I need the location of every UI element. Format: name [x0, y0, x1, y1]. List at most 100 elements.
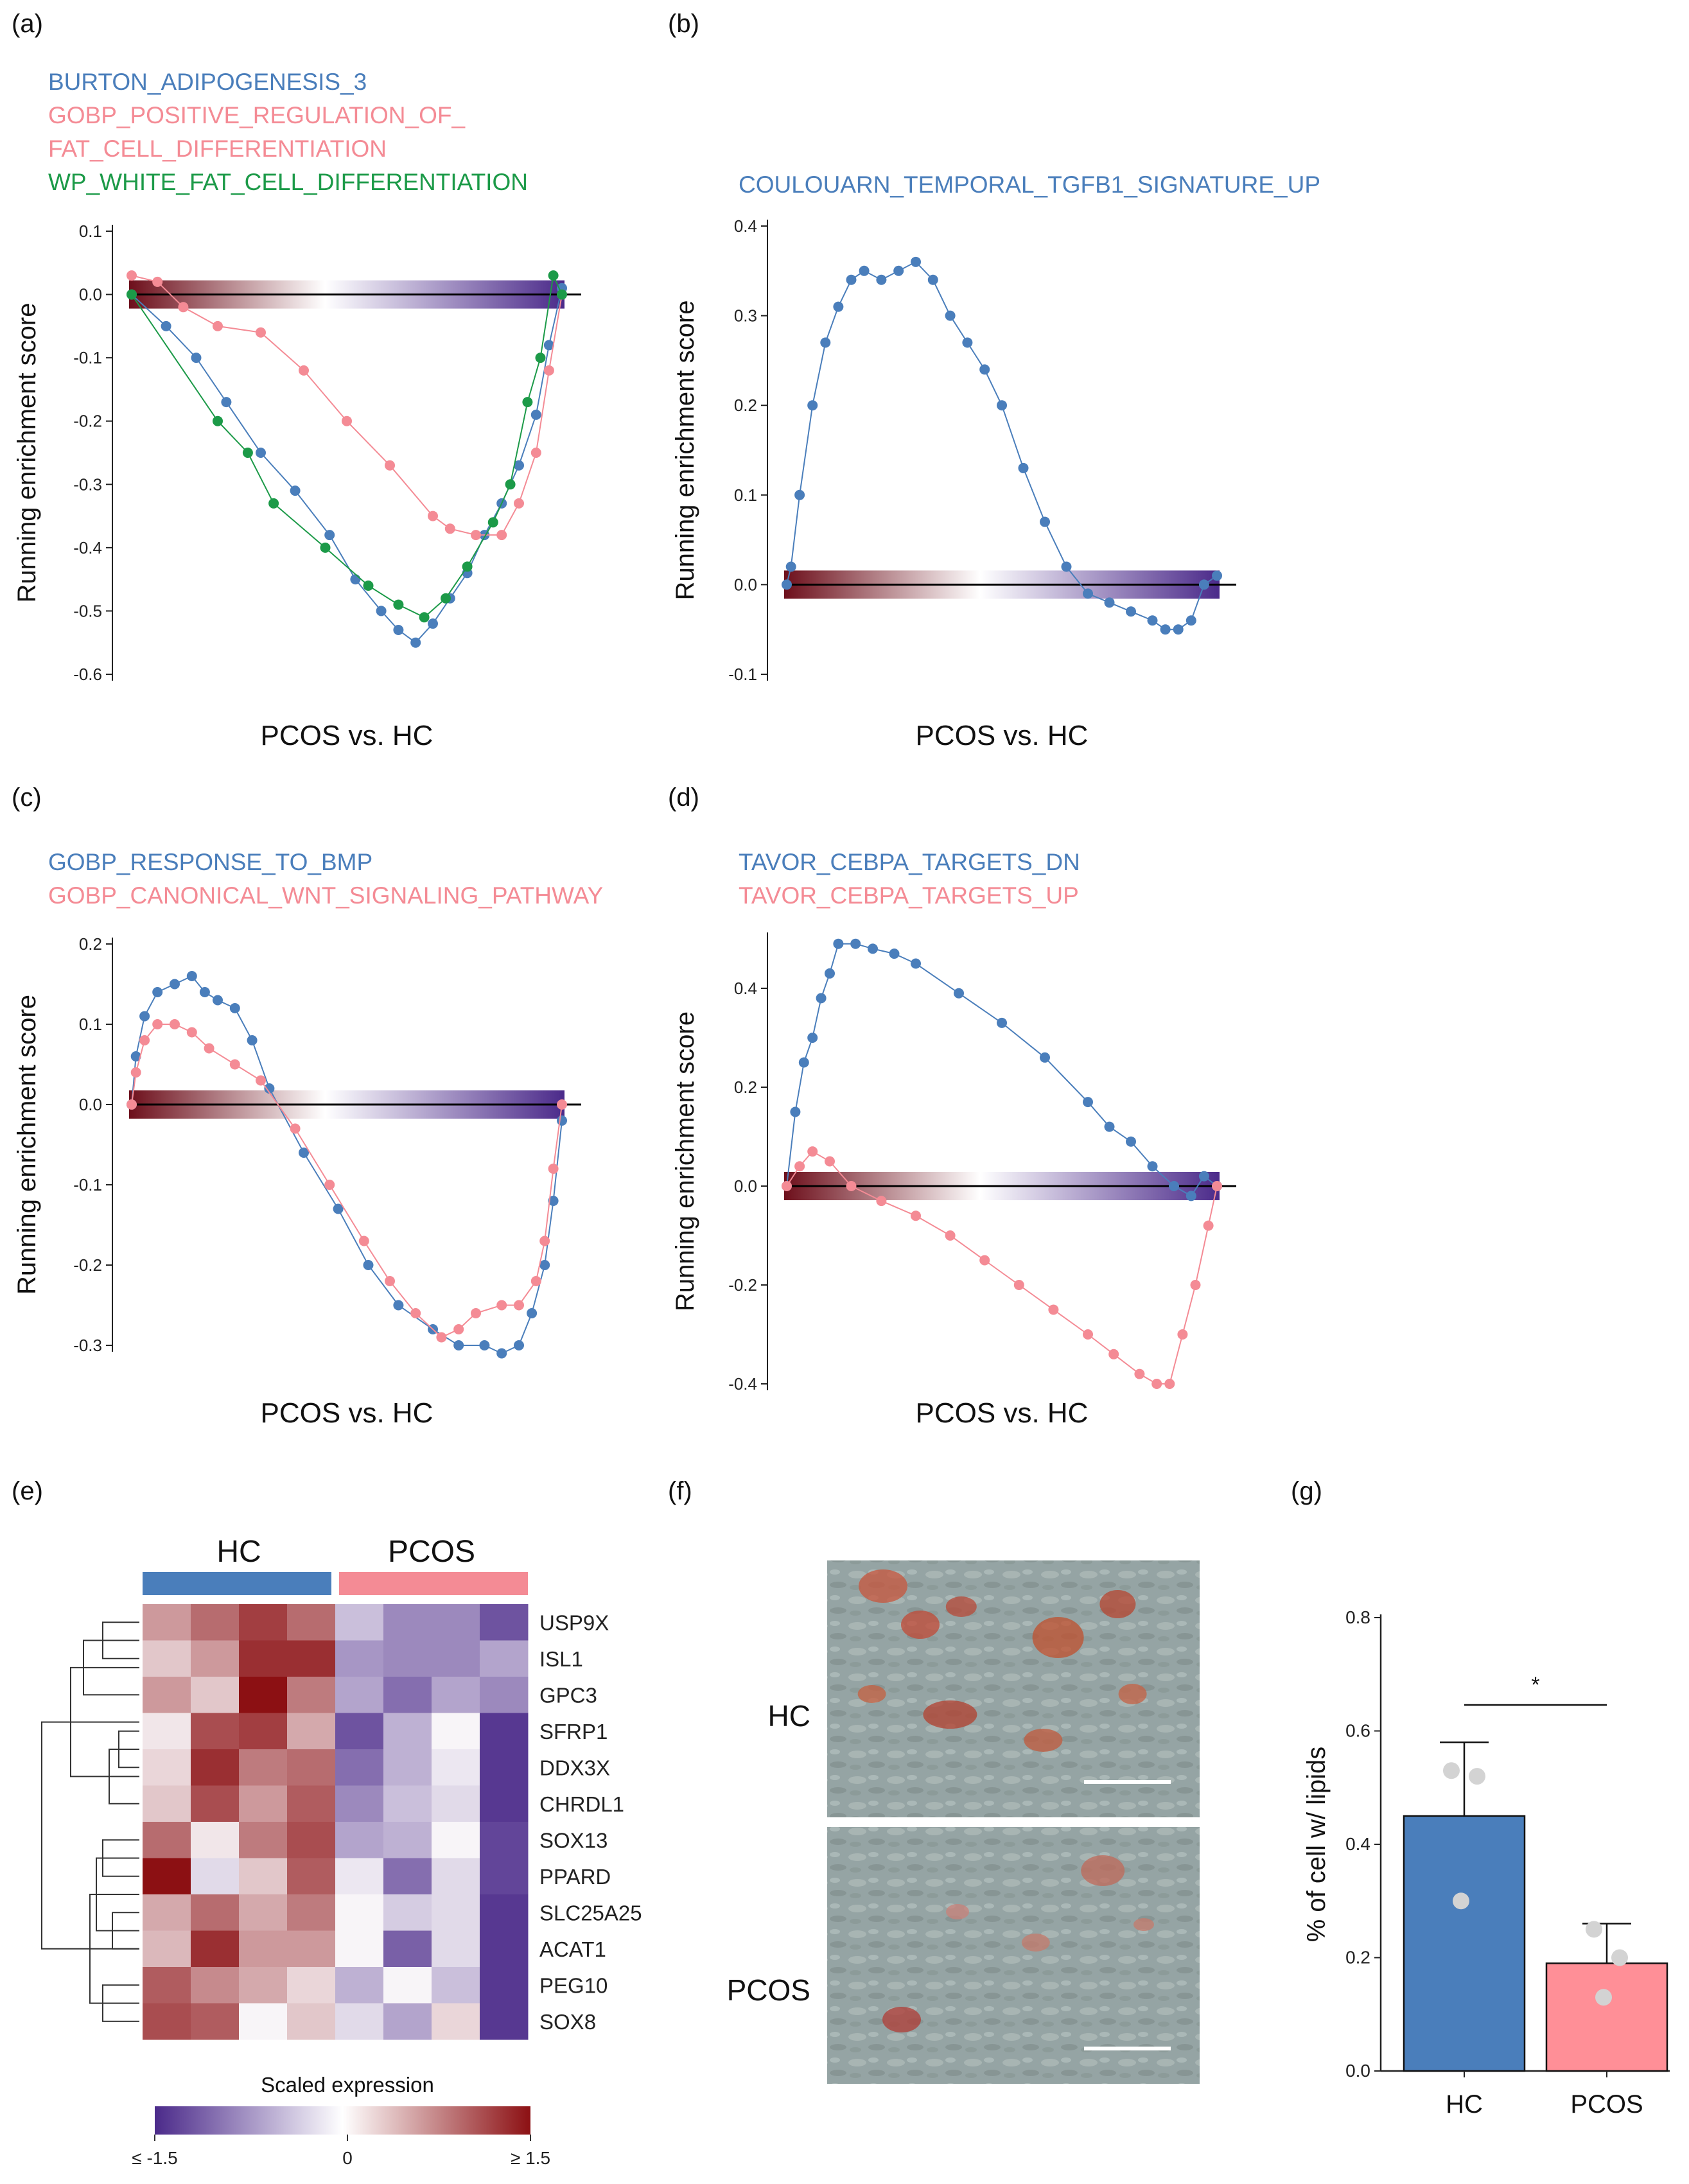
heatmap-cell: [480, 1822, 529, 1858]
series-point: [436, 1332, 447, 1343]
heatmap-cell: [191, 2003, 240, 2040]
series-point: [152, 276, 163, 287]
series-point: [820, 337, 831, 348]
heatmap-cell: [143, 2003, 191, 2040]
heatmap-cell: [239, 1677, 288, 1713]
series-line-0: [131, 288, 563, 644]
series-point: [1173, 624, 1184, 635]
series-point: [471, 530, 481, 541]
heatmap-cell: [432, 1930, 480, 1968]
series-point: [419, 612, 430, 623]
heatmap-cell: [335, 1604, 384, 1641]
lipid-droplet: [1099, 1590, 1136, 1618]
series-point: [290, 1123, 301, 1134]
series-point: [453, 1324, 464, 1334]
series-point: [393, 1300, 404, 1311]
series-point: [539, 1260, 550, 1270]
series-point: [514, 1300, 524, 1311]
gene-set-title: COULOUARN_TEMPORAL_TGFB1_SIGNATURE_UP: [739, 171, 1320, 198]
series-point: [782, 1181, 792, 1191]
series-point: [557, 1115, 567, 1126]
series-point: [152, 987, 163, 997]
heatmap-cell: [480, 1677, 529, 1713]
heatmap-row-label: ACAT1: [539, 1937, 606, 1961]
y-tick-label: 0.1: [79, 222, 102, 241]
heatmap-row-label: USP9X: [539, 1611, 609, 1634]
micrograph-haze: [827, 1827, 1200, 2084]
series-point: [299, 365, 309, 376]
heatmap-cell: [383, 1677, 432, 1713]
heatmap-cell: [335, 1677, 384, 1713]
panel-label-e: (e): [12, 1477, 43, 1505]
y-axis-label: Running enrichment score: [13, 995, 41, 1295]
y-tick-label: 0.0: [734, 575, 757, 594]
heatmap-cell: [239, 1894, 288, 1931]
heatmap-cell: [143, 1749, 191, 1786]
series-point: [204, 1043, 214, 1054]
heatmap-cell: [287, 1713, 336, 1750]
gene-set-title: FAT_CELL_DIFFERENTIATION: [48, 135, 387, 162]
series-point: [199, 987, 210, 997]
series-point: [444, 523, 455, 534]
series-point: [798, 1057, 809, 1068]
heatmap-cell: [335, 1894, 384, 1931]
heatmap-cell: [432, 1785, 480, 1822]
series-line-0: [786, 261, 1218, 631]
gene-set-title: GOBP_POSITIVE_REGULATION_OF_: [48, 102, 465, 128]
heatmap-row-label: ISL1: [539, 1647, 583, 1671]
micrograph-label-pcos: PCOS: [727, 1973, 810, 2007]
heatmap-cell: [287, 1894, 336, 1931]
panel-label-g: (g): [1291, 1477, 1322, 1505]
heatmap-cell: [239, 1604, 288, 1641]
y-axis-label: Running enrichment score: [671, 1011, 699, 1311]
heatmap-group-hc: HC: [216, 1535, 261, 1569]
series-point: [911, 256, 921, 267]
series-point: [324, 530, 335, 541]
bar-y-tick-label: 0.0: [1345, 2061, 1370, 2081]
series-point: [543, 365, 554, 376]
heatmap-pcos-bar: [339, 1572, 528, 1595]
heatmap-cell: [287, 1604, 336, 1641]
heatmap-cell: [335, 1713, 384, 1750]
series-point: [428, 511, 438, 521]
series-point: [889, 948, 900, 959]
heatmap-row-label: CHRDL1: [539, 1792, 624, 1816]
series-point: [1147, 1161, 1158, 1172]
y-tick-label: 0.1: [734, 485, 757, 505]
series-point: [1160, 624, 1171, 635]
y-tick-label: 0.0: [734, 1176, 757, 1196]
x-axis-label: PCOS vs. HC: [916, 1397, 1089, 1429]
heatmap-cell: [432, 1677, 480, 1713]
series-point: [496, 1348, 507, 1359]
data-point: [1453, 1892, 1469, 1910]
heatmap-cell: [287, 2003, 336, 2040]
series-point: [514, 498, 524, 509]
heatmap-cell: [143, 1967, 191, 2004]
heatmap-cell: [239, 2003, 288, 2040]
heatmap-cell: [191, 1894, 240, 1931]
heatmap-row-label: SOX13: [539, 1828, 608, 1852]
heatmap-cell: [335, 2003, 384, 2040]
series-point: [794, 489, 805, 500]
series-point: [264, 1083, 275, 1094]
heatmap-cell: [383, 1858, 432, 1895]
series-point: [170, 979, 180, 990]
heatmap-cell: [335, 1858, 384, 1895]
x-axis-label: PCOS vs. HC: [261, 1397, 433, 1429]
panel-label-d: (d): [668, 783, 699, 812]
y-tick-label: -0.4: [728, 1374, 757, 1393]
series-point: [410, 1308, 421, 1318]
gene-set-title: GOBP_CANONICAL_WNT_SIGNALING_PATHWAY: [48, 882, 603, 909]
heatmap-cell: [432, 1894, 480, 1931]
heatmap-cell: [480, 1604, 529, 1641]
heatmap-cell: [143, 1640, 191, 1677]
series-point: [979, 1255, 990, 1266]
heatmap-cell: [383, 1749, 432, 1786]
bar-x-tick-label: PCOS: [1570, 2090, 1643, 2118]
series-point: [1212, 570, 1222, 581]
heatmap-cell: [383, 2003, 432, 2040]
lipid-droplet: [923, 1700, 977, 1729]
series-point: [868, 943, 878, 954]
series-point: [859, 265, 870, 276]
lipid-droplet: [1081, 1855, 1125, 1886]
